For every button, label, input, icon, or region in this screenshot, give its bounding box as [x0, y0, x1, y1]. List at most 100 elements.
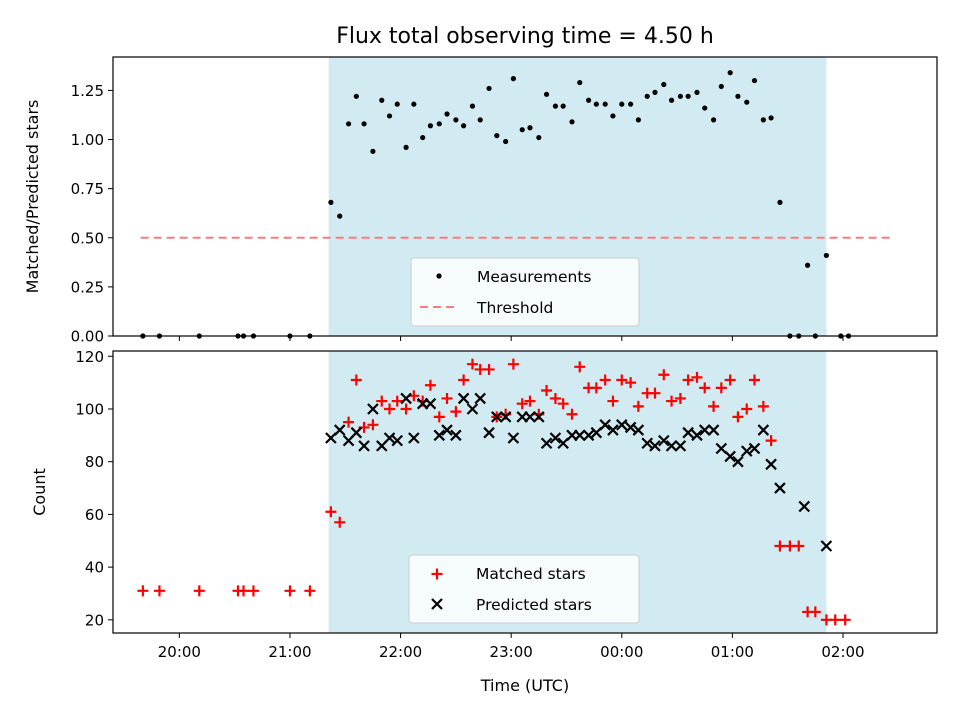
- matched-star-point: [590, 382, 602, 394]
- predicted-star-point: [483, 426, 495, 439]
- ratio-axes-frame: [112, 56, 938, 337]
- predicted-star-point: [748, 442, 761, 455]
- matched-star-point: [284, 585, 296, 597]
- matched-star-point: [674, 392, 686, 404]
- predicted-star-point: [524, 411, 536, 423]
- matched-star-point: [682, 374, 694, 386]
- matched-star-point: [616, 374, 628, 386]
- measurement-point: [751, 77, 758, 84]
- measurement-point: [345, 121, 352, 127]
- matched-star-point: [400, 403, 412, 415]
- measurement-point: [461, 123, 467, 129]
- matched-star-point: [450, 406, 462, 418]
- matched-star-point: [829, 614, 841, 626]
- measurement-point: [602, 101, 608, 107]
- measurement-point: [823, 252, 829, 259]
- y-tick-label: 0.25: [71, 278, 104, 296]
- measurement-point: [768, 115, 774, 121]
- matched-star-point: [765, 435, 777, 447]
- predicted-star-point: [599, 419, 611, 431]
- predicted-star-point: [325, 432, 337, 444]
- predicted-star-point: [658, 434, 670, 447]
- matched-star-point: [433, 411, 445, 423]
- predicted-star-point: [757, 424, 770, 436]
- predicted-star-point: [616, 419, 628, 431]
- matched-star-point: [458, 374, 470, 386]
- y-tick-label: 0.00: [71, 328, 104, 346]
- measurement-point: [420, 134, 426, 141]
- predicted-star-point: [424, 397, 437, 410]
- measurement-point: [610, 113, 616, 119]
- measurement-point: [710, 117, 717, 123]
- measurement-point: [777, 199, 783, 205]
- predicted-star-point: [698, 424, 711, 436]
- legend-label: Matched stars: [476, 565, 586, 583]
- measurement-point: [668, 97, 675, 103]
- predicted-star-point: [491, 411, 503, 423]
- predicted-star-point: [632, 424, 645, 436]
- matched-star-point: [193, 585, 205, 597]
- count-points: [137, 358, 851, 626]
- matched-star-point: [343, 416, 355, 428]
- measurement-point: [635, 117, 641, 123]
- matched-star-point: [549, 392, 561, 404]
- y-tick-label: 0.50: [71, 229, 104, 247]
- predicted-star-point: [798, 500, 811, 513]
- matched-star-point: [632, 400, 644, 412]
- predicted-star-point: [466, 403, 479, 415]
- matched-star-point: [741, 403, 753, 415]
- predicted-star-point: [682, 426, 694, 439]
- predicted-star-point: [350, 426, 363, 439]
- predicted-star-point: [507, 432, 520, 444]
- x-tick-label: 21:00: [268, 643, 311, 661]
- y-tick-label: 40: [85, 559, 104, 577]
- measurement-point: [677, 93, 683, 99]
- matched-star-point: [724, 374, 736, 386]
- matched-star-point: [153, 585, 165, 597]
- predicted-star-point: [641, 437, 653, 450]
- count-legend: Matched stars Predicted stars: [408, 554, 640, 624]
- matched-star-point: [483, 363, 495, 375]
- predicted-star-point: [590, 426, 603, 439]
- ratio-panel: 0.00 0.25 0.50 0.75 1.00 1.25 Matched/Predict…: [23, 56, 938, 346]
- matched-star-point: [774, 540, 786, 552]
- measurement-point: [370, 148, 376, 154]
- measurement-point: [543, 91, 550, 97]
- matched-star-point: [325, 506, 337, 518]
- measurement-point: [469, 103, 476, 109]
- predicted-star-point: [732, 455, 744, 468]
- matched-star-point: [367, 419, 379, 431]
- matched-star-point: [541, 385, 553, 397]
- measurement-point: [477, 117, 483, 123]
- predicted-star-point: [820, 540, 833, 552]
- ratio-y-axis-label: Matched/Predicted stars: [23, 100, 42, 294]
- predicted-star-point: [691, 429, 703, 442]
- measurement-point: [593, 101, 599, 107]
- predicted-star-point: [674, 440, 687, 452]
- measurement-point: [585, 97, 592, 103]
- legend-label: Threshold: [476, 299, 553, 317]
- matched-star-point: [839, 614, 851, 626]
- predicted-star-point: [607, 424, 619, 436]
- ratio-legend: Measurements Threshold: [410, 257, 640, 327]
- predicted-star-point: [582, 429, 595, 442]
- predicted-star-point: [333, 424, 346, 436]
- x-tick-label: 00:00: [600, 643, 643, 661]
- legend-label: Predicted stars: [476, 596, 592, 614]
- y-tick-label: 20: [85, 611, 104, 629]
- predicted-star-point: [457, 392, 470, 405]
- ratio-x-ticks: [178, 336, 844, 341]
- measurement-point: [486, 85, 492, 92]
- matched-star-point: [715, 382, 727, 394]
- predicted-star-point: [540, 437, 553, 450]
- x-tick-label: 23:00: [490, 643, 533, 661]
- measurement-point: [804, 262, 811, 268]
- matched-star-point: [658, 369, 670, 381]
- x-tick-label: 22:00: [379, 643, 422, 661]
- measurement-point: [353, 93, 359, 99]
- matched-star-point: [238, 585, 250, 597]
- measurement-points: [140, 70, 893, 339]
- predicted-star-point: [624, 421, 637, 434]
- chart-title: Flux total observing time = 4.50 h: [336, 24, 714, 49]
- matched-star-point: [757, 400, 769, 412]
